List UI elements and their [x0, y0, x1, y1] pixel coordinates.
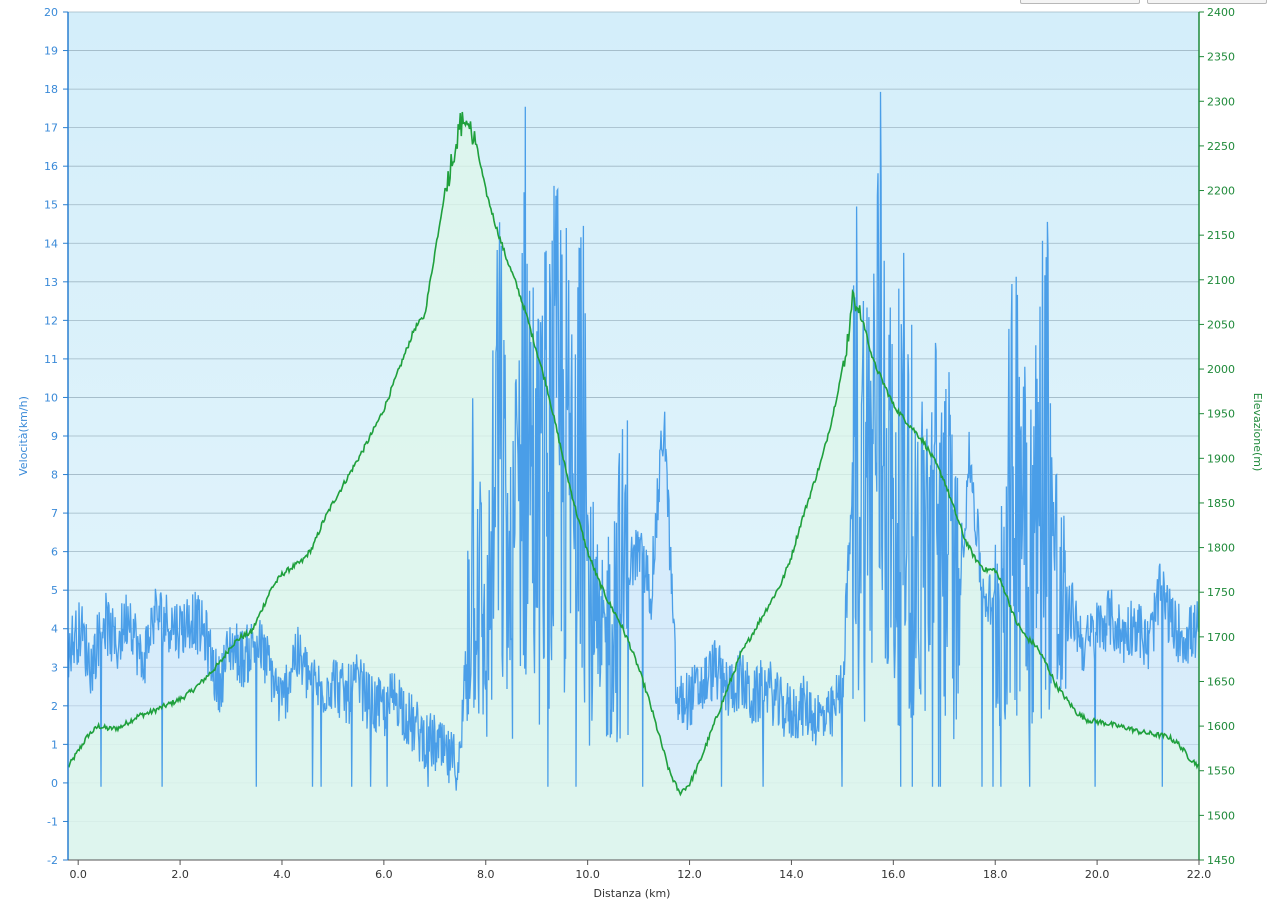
x-axis-title: Distanza (km): [594, 887, 671, 900]
left-tick-label: 12: [44, 314, 58, 327]
x-tick-label: 18.0: [983, 868, 1008, 881]
left-tick-label: 8: [51, 469, 58, 482]
right-tick-label: 1600: [1207, 720, 1235, 733]
speed-line: [68, 91, 1199, 791]
left-tick-label: 9: [51, 430, 58, 443]
left-tick-label: 19: [44, 45, 58, 58]
right-tick-label: 1950: [1207, 408, 1235, 421]
right-tick-label: 2150: [1207, 229, 1235, 242]
toolbar-button-1[interactable]: [1020, 0, 1140, 4]
left-tick-label: 20: [44, 6, 58, 19]
left-tick-label: 10: [44, 391, 58, 404]
elevation-line: [68, 111, 1199, 797]
left-tick-label: 5: [51, 584, 58, 597]
right-tick-label: 2300: [1207, 95, 1235, 108]
left-tick-label: 3: [51, 661, 58, 674]
right-tick-label: 1900: [1207, 452, 1235, 465]
right-tick-label: 2350: [1207, 51, 1235, 64]
x-tick-label: 22.0: [1187, 868, 1212, 881]
right-tick-label: 1750: [1207, 586, 1235, 599]
left-tick-label: -2: [47, 854, 58, 867]
right-axis-title: Elevazione(m): [1251, 393, 1264, 472]
left-tick-label: 18: [44, 83, 58, 96]
x-tick-label: 2.0: [171, 868, 189, 881]
left-tick-label: 14: [44, 237, 58, 250]
left-tick-label: -1: [47, 815, 58, 828]
x-tick-label: 8.0: [477, 868, 495, 881]
right-tick-label: 1450: [1207, 854, 1235, 867]
x-tick-label: 16.0: [881, 868, 906, 881]
right-tick-label: 2250: [1207, 140, 1235, 153]
right-tick-label: 1850: [1207, 497, 1235, 510]
x-tick-label: 4.0: [273, 868, 291, 881]
x-tick-label: 0.0: [69, 868, 87, 881]
left-axis-title: Velocità(km/h): [17, 396, 30, 476]
right-tick-label: 2000: [1207, 363, 1235, 376]
left-tick-label: 15: [44, 199, 58, 212]
x-tick-label: 14.0: [779, 868, 804, 881]
left-tick-label: 1: [51, 738, 58, 751]
right-tick-label: 1650: [1207, 675, 1235, 688]
right-axis-ticks: 1450 1500 1550 1600 1650 1700 1750 1800 1850 1900…: [1199, 6, 1235, 867]
right-tick-label: 1800: [1207, 542, 1235, 555]
left-tick-label: 7: [51, 507, 58, 520]
x-tick-label: 20.0: [1085, 868, 1110, 881]
left-tick-label: 17: [44, 122, 58, 135]
toolbar-button-2[interactable]: [1147, 0, 1267, 4]
right-tick-label: 2400: [1207, 6, 1235, 19]
right-tick-label: 2200: [1207, 185, 1235, 198]
x-tick-label: 6.0: [375, 868, 393, 881]
x-axis-ticks: 0.0 2.0 4.0 6.0 8.0 10.0 12.0 14.0 16.0 18.0 20.0 2…: [69, 860, 1211, 881]
left-tick-label: 2: [51, 700, 58, 713]
right-tick-label: 1500: [1207, 809, 1235, 822]
left-tick-label: 0: [51, 777, 58, 790]
right-tick-label: 2100: [1207, 274, 1235, 287]
left-tick-label: 11: [44, 353, 58, 366]
x-tick-label: 10.0: [575, 868, 600, 881]
right-tick-label: 1550: [1207, 765, 1235, 778]
left-tick-label: 13: [44, 276, 58, 289]
left-tick-label: 6: [51, 546, 58, 559]
right-tick-label: 2050: [1207, 318, 1235, 331]
right-tick-label: 1700: [1207, 631, 1235, 644]
x-tick-label: 12.0: [677, 868, 702, 881]
left-tick-label: 16: [44, 160, 58, 173]
left-tick-label: 4: [51, 623, 58, 636]
